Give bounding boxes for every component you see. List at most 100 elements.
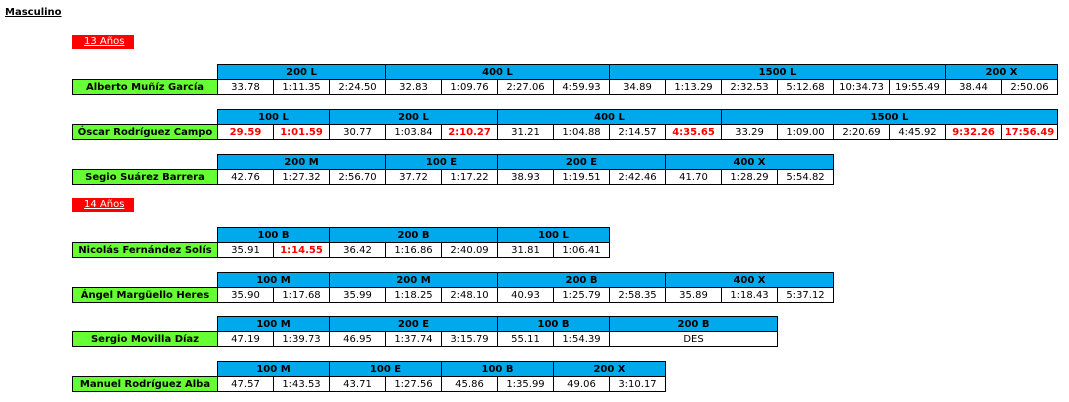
split-time: 35.90 [217,287,274,303]
split-time: 2:27.06 [497,79,554,95]
age-group-label: 14 Años [72,198,134,212]
split-time: 1:43.53 [273,376,330,392]
event-header: 200 M [217,154,386,170]
split-time: 1:28.29 [721,169,778,185]
split-times-row: Ángel Margüello Heres 35.90 1:17.68 35.99 1:… [72,287,834,303]
split-times-row: Segio Suárez Barrera 42.76 1:27.32 2:56.70 3… [72,169,834,185]
split-time: 4:59.93 [553,79,610,95]
record-split-time: 1:01.59 [273,124,330,140]
event-header: 400 L [385,64,610,80]
split-time: 1:25.79 [553,287,610,303]
split-time: 37.72 [385,169,442,185]
event-header: 200 E [497,154,666,170]
split-time: 1:16.86 [385,242,442,258]
split-time: 1:37.74 [385,331,442,347]
event-header: 200 B [497,272,666,288]
split-time: 1:27.32 [273,169,330,185]
event-header: 400 X [665,154,834,170]
event-header: 200 X [553,361,666,377]
event-header: 100 B [441,361,554,377]
split-time: 5:54.82 [777,169,834,185]
event-header-row: 100 B 200 B 100 L [73,227,610,243]
split-times-row: Manuel Rodríguez Alba 47.57 1:43.53 43.71 1:… [72,376,666,392]
swimmer-name: Óscar Rodríguez Campo [72,124,218,140]
split-time: 36.42 [329,242,386,258]
record-split-time: 4:35.65 [665,124,722,140]
event-header-row: 100 M 200 E 100 B 200 B [73,316,778,332]
split-time: DES [609,331,778,347]
split-time: 34.89 [609,79,666,95]
split-time: 47.57 [217,376,274,392]
split-time: 1:19.51 [553,169,610,185]
split-time: 3:15.79 [441,331,498,347]
record-split-time: 29.59 [217,124,274,140]
section-heading: Masculino [5,7,62,18]
split-time: 32.83 [385,79,442,95]
split-time: 31.21 [497,124,554,140]
event-header-row: 200 M 100 E 200 E 400 X [73,154,834,170]
event-header: 400 X [665,272,834,288]
split-time: 1:35.99 [497,376,554,392]
event-header: 200 L [329,109,498,125]
event-header: 100 E [329,361,442,377]
event-header: 1500 L [721,109,1058,125]
swimmer-name: Alberto Muñíz García [72,79,218,95]
split-time: 2:32.53 [721,79,778,95]
swimmer-results-table: 100 L 200 L 400 L 1500 L Óscar Rodríguez Cam… [72,109,1058,140]
split-time: 40.93 [497,287,554,303]
event-header-row: 100 L 200 L 400 L 1500 L [73,109,1058,125]
split-time: 10:34.73 [833,79,890,95]
blank-cell [73,273,218,288]
event-header: 1500 L [609,64,946,80]
split-time: 33.78 [217,79,274,95]
event-header: 100 M [217,361,330,377]
split-time: 2:50.06 [1001,79,1058,95]
event-header: 200 B [609,316,778,332]
split-times-row: Óscar Rodríguez Campo 29.59 1:01.59 30.77 1:… [72,124,1058,140]
split-time: 49.06 [553,376,610,392]
record-split-time: 9:32.26 [945,124,1002,140]
event-header-row: 100 M 100 E 100 B 200 X [73,361,666,377]
event-header: 100 B [217,227,330,243]
event-header: 100 L [217,109,330,125]
split-time: 3:10.17 [609,376,666,392]
split-time: 1:17.22 [441,169,498,185]
swimmer-name: Ángel Margüello Heres [72,287,218,303]
blank-cell [73,110,218,125]
blank-cell [73,362,218,377]
split-time: 45.86 [441,376,498,392]
event-header: 200 X [945,64,1058,80]
split-time: 47.19 [217,331,274,347]
split-time: 5:37.12 [777,287,834,303]
split-time: 1:03.84 [385,124,442,140]
swimmer-results-table: 100 M 200 E 100 B 200 B Sergio Movilla Díaz 4… [72,316,778,347]
swimmer-results-table: 100 M 200 M 200 B 400 X Ángel Margüello Here… [72,272,834,303]
split-time: 1:06.41 [553,242,610,258]
blank-cell [73,228,218,243]
split-time: 30.77 [329,124,386,140]
split-time: 5:12.68 [777,79,834,95]
split-time: 1:18.25 [385,287,442,303]
swimmer-name: Manuel Rodríguez Alba [72,376,218,392]
event-header: 100 L [497,227,610,243]
split-times-row: Alberto Muñíz García 33.78 1:11.35 2:24.50 3… [72,79,1058,95]
event-header: 200 L [217,64,386,80]
event-header: 100 E [385,154,498,170]
split-time: 4:45.92 [889,124,946,140]
swimmer-name: Segio Suárez Barrera [72,169,218,185]
split-time: 1:11.35 [273,79,330,95]
event-header: 100 M [217,316,330,332]
split-time: 2:40.09 [441,242,498,258]
split-time: 1:17.68 [273,287,330,303]
split-time: 2:24.50 [329,79,386,95]
record-split-time: 1:14.55 [273,242,330,258]
swimmer-name: Nicolás Fernández Solís [72,242,218,258]
swimmer-results-table: 100 B 200 B 100 L Nicolás Fernández Solís 35… [72,227,610,258]
split-time: 1:39.73 [273,331,330,347]
split-time: 19:55.49 [889,79,946,95]
split-time: 43.71 [329,376,386,392]
split-time: 2:20.69 [833,124,890,140]
split-time: 1:54.39 [553,331,610,347]
event-header: 200 B [329,227,498,243]
split-time: 35.99 [329,287,386,303]
